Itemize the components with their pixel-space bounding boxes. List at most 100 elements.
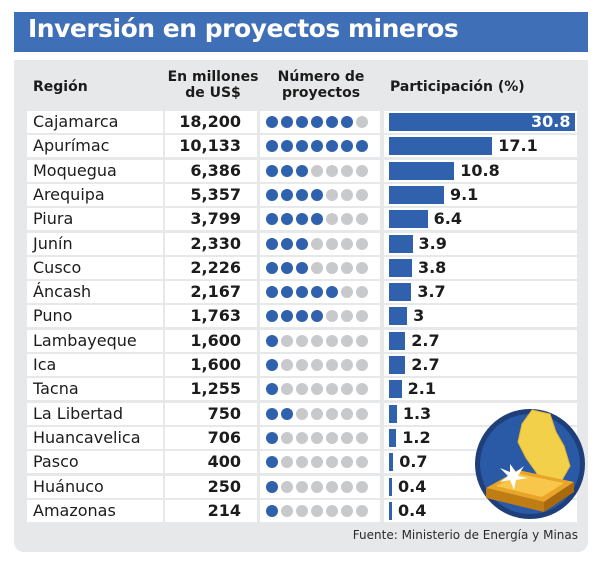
project-dot-empty	[326, 334, 338, 347]
row-cell-bg	[165, 475, 257, 498]
project-dot-empty	[326, 456, 338, 469]
share-bar	[389, 185, 444, 204]
project-dot-filled	[326, 140, 338, 153]
investment-amount: 6,386	[190, 160, 241, 180]
share-label: 0.4	[398, 476, 427, 496]
share-label: 0.4	[398, 500, 427, 520]
share-bar	[389, 210, 428, 229]
project-dot-empty	[356, 504, 368, 517]
share-label: 2.7	[411, 355, 440, 374]
row-cell-bg	[165, 329, 257, 352]
project-dot-empty	[356, 286, 368, 299]
region-name: Lambayeque	[33, 330, 137, 350]
share-label: 3.9	[418, 233, 447, 253]
table-row: Tacna 1,255 2.1	[0, 378, 600, 401]
table-row: Cajamarca 18,200 30.8	[0, 111, 600, 133]
investment-amount: 400	[207, 452, 241, 472]
share-label: 1.3	[402, 403, 432, 423]
row-cell-bg	[165, 159, 257, 182]
chart-title: Inversión en proyectos mineros	[28, 14, 459, 43]
row-cell-bg	[27, 159, 163, 182]
project-dot-empty	[341, 310, 353, 323]
project-dot-filled	[281, 237, 293, 250]
project-dot-filled	[266, 480, 278, 493]
project-count-dots	[266, 213, 368, 226]
project-dot-empty	[311, 237, 323, 250]
investment-amount: 250	[207, 476, 241, 496]
project-dot-filled	[266, 237, 278, 250]
gold-bar-emblem	[475, 409, 585, 519]
project-dot-empty	[311, 431, 323, 444]
region-name: Cajamarca	[33, 112, 119, 131]
share-label: 3	[413, 306, 425, 326]
title-bar	[14, 12, 588, 52]
table-row: Arequipa 5,357 9.1	[0, 183, 600, 206]
project-dot-filled	[266, 286, 278, 299]
project-dot-empty	[356, 480, 368, 493]
project-dot-empty	[341, 213, 353, 226]
project-dot-empty	[281, 480, 293, 493]
project-dot-empty	[326, 164, 338, 177]
region-name: Arequipa	[33, 184, 105, 204]
project-count-dots	[266, 359, 368, 371]
investment-amount: 2,330	[190, 233, 241, 253]
row-cell-bg	[384, 378, 577, 401]
row-cell-bg	[27, 451, 163, 474]
row-cell-bg	[384, 354, 577, 376]
project-dot-empty	[341, 359, 353, 371]
project-dot-empty	[356, 116, 368, 128]
row-cell-bg	[165, 426, 257, 449]
project-count-dots	[266, 456, 368, 469]
table-row: La Libertad 750 1.3	[0, 402, 600, 425]
share-bar	[389, 307, 408, 326]
project-dot-filled	[266, 261, 278, 274]
share-label: 3.8	[417, 257, 447, 277]
project-dot-empty	[311, 407, 323, 420]
project-count-dots	[266, 334, 368, 347]
share-label: 30.8	[531, 112, 571, 131]
project-dot-empty	[281, 431, 293, 444]
share-bar	[389, 453, 394, 472]
project-dot-empty	[326, 310, 338, 323]
project-dot-empty	[326, 237, 338, 250]
project-dot-filled	[281, 188, 293, 201]
project-count-dots	[266, 383, 368, 396]
project-dot-filled	[341, 116, 353, 128]
share-bar	[389, 258, 412, 277]
investment-amount: 10,133	[179, 136, 241, 156]
project-dot-filled	[266, 310, 278, 323]
project-count-dots	[266, 480, 368, 493]
region-name: Pasco	[33, 452, 79, 472]
project-dot-empty	[296, 407, 308, 420]
row-cell-bg	[165, 232, 257, 255]
row-cell-bg	[27, 305, 163, 328]
investment-amount: 2,167	[190, 282, 241, 302]
row-cell-bg	[384, 256, 577, 279]
project-dot-empty	[341, 164, 353, 177]
project-dot-empty	[296, 504, 308, 517]
row-cell-bg	[165, 305, 257, 328]
project-dot-filled	[266, 407, 278, 420]
row-cell-bg	[27, 281, 163, 304]
project-dot-empty	[356, 261, 368, 274]
share-bar	[389, 404, 397, 423]
project-dot-empty	[311, 480, 323, 493]
project-dot-empty	[326, 431, 338, 444]
project-dot-filled	[281, 286, 293, 299]
table-row: Junín 2,330 3.9	[0, 232, 600, 255]
row-cell-bg	[165, 499, 257, 522]
region-name: La Libertad	[33, 403, 123, 423]
row-cell-bg	[165, 256, 257, 279]
project-dot-filled	[296, 188, 308, 201]
project-dot-filled	[266, 116, 278, 128]
row-cell-bg	[27, 499, 163, 522]
investment-amount: 1,600	[190, 330, 241, 350]
project-dot-filled	[311, 140, 323, 153]
share-label: 0.7	[399, 452, 428, 472]
project-dot-empty	[311, 334, 323, 347]
share-bar	[389, 380, 402, 399]
project-dot-empty	[311, 383, 323, 396]
row-cell-bg	[384, 305, 577, 328]
project-dot-empty	[356, 188, 368, 201]
project-dot-filled	[281, 140, 293, 153]
